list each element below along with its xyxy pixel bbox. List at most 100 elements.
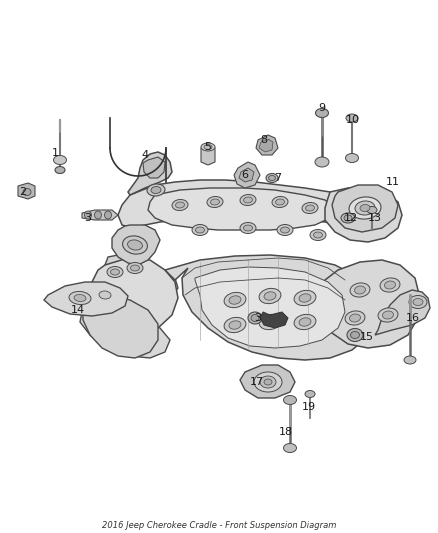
Polygon shape [80,312,170,358]
Ellipse shape [346,114,358,122]
Ellipse shape [409,295,427,309]
Ellipse shape [229,296,241,304]
Text: 3: 3 [85,213,92,223]
Ellipse shape [201,143,215,151]
Ellipse shape [272,197,288,207]
Polygon shape [118,180,395,228]
Ellipse shape [341,213,355,223]
Polygon shape [256,135,278,155]
Polygon shape [165,255,378,360]
Ellipse shape [347,328,363,342]
Polygon shape [112,225,160,265]
Ellipse shape [224,317,246,333]
Ellipse shape [204,144,212,149]
Text: 14: 14 [71,305,85,315]
Ellipse shape [74,294,86,302]
Ellipse shape [315,157,329,167]
Ellipse shape [224,293,246,308]
Ellipse shape [305,391,315,398]
Ellipse shape [345,311,365,325]
Ellipse shape [192,224,208,236]
Ellipse shape [315,109,328,117]
Polygon shape [143,157,165,178]
Ellipse shape [302,203,318,214]
Ellipse shape [349,197,381,219]
Ellipse shape [378,308,398,322]
Polygon shape [201,145,215,165]
Polygon shape [83,295,158,358]
Ellipse shape [151,187,161,193]
Ellipse shape [244,197,252,203]
Text: 12: 12 [344,213,358,223]
Text: 3: 3 [254,313,261,323]
Ellipse shape [382,311,393,319]
Ellipse shape [259,314,281,329]
Polygon shape [44,282,128,316]
Text: 11: 11 [386,177,400,187]
Ellipse shape [350,332,360,338]
Polygon shape [128,152,172,195]
Ellipse shape [55,166,65,174]
Ellipse shape [385,281,396,289]
Ellipse shape [69,292,91,304]
Ellipse shape [207,197,223,207]
Polygon shape [260,312,288,328]
Ellipse shape [172,199,188,211]
Polygon shape [325,188,402,242]
Text: 2: 2 [19,187,27,197]
Ellipse shape [99,291,111,299]
Ellipse shape [306,205,314,211]
Text: 17: 17 [250,377,264,387]
Ellipse shape [380,278,400,292]
Ellipse shape [229,321,241,329]
Ellipse shape [350,283,370,297]
Ellipse shape [131,265,139,271]
Polygon shape [195,267,345,348]
Ellipse shape [299,294,311,302]
Polygon shape [332,185,398,232]
Ellipse shape [283,395,297,405]
Ellipse shape [277,224,293,236]
Ellipse shape [251,314,259,321]
Ellipse shape [413,298,423,305]
Ellipse shape [294,290,316,305]
Text: 10: 10 [346,115,360,125]
Ellipse shape [248,312,262,324]
Text: 8: 8 [261,135,268,145]
Ellipse shape [404,356,416,364]
Ellipse shape [367,206,377,214]
Polygon shape [239,168,254,182]
Polygon shape [88,258,178,335]
Polygon shape [148,188,335,230]
Text: 19: 19 [302,402,316,412]
Polygon shape [240,365,295,398]
Ellipse shape [294,314,316,329]
Ellipse shape [350,314,360,322]
Ellipse shape [110,269,120,275]
Polygon shape [259,139,273,152]
Text: 4: 4 [141,150,148,160]
Text: 2016 Jeep Cherokee Cradle - Front Suspension Diagram: 2016 Jeep Cherokee Cradle - Front Suspen… [102,521,336,530]
Ellipse shape [276,199,285,205]
Ellipse shape [283,443,297,453]
Ellipse shape [360,205,370,212]
Ellipse shape [244,225,252,231]
Ellipse shape [310,230,326,240]
Ellipse shape [254,372,282,392]
Ellipse shape [127,240,142,250]
Ellipse shape [123,236,148,254]
Ellipse shape [264,292,276,300]
Ellipse shape [344,215,352,221]
Polygon shape [320,260,420,348]
Ellipse shape [107,266,123,278]
Ellipse shape [176,202,184,208]
Ellipse shape [23,189,31,196]
Text: 9: 9 [318,103,325,113]
Ellipse shape [211,199,219,205]
Text: 13: 13 [368,213,382,223]
Ellipse shape [95,211,102,219]
Text: 18: 18 [279,427,293,437]
Text: 6: 6 [241,170,248,180]
Text: 5: 5 [205,142,212,152]
Polygon shape [18,183,35,199]
